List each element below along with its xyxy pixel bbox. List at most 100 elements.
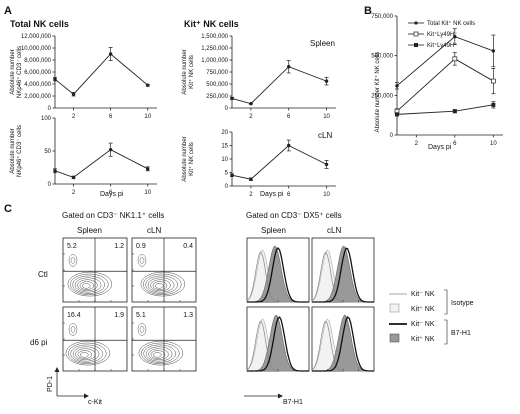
panelB-ytick-label: 500,000 <box>371 54 393 60</box>
kit_cln-ytick-label: 5 <box>225 171 229 177</box>
gate-dx5-title: Gated on CD3⁻ DX5⁺ cells <box>246 211 342 220</box>
kit_cln-ylabel: Absolute numberKit⁺ NK cells <box>182 136 195 181</box>
legend-marker-ly49hpos <box>414 43 418 47</box>
ckit-arrowhead <box>84 393 89 399</box>
total_spleen-data-point <box>71 92 76 96</box>
row-ctl-label: Ctl <box>38 270 48 279</box>
dotplot-ctl_spleen-contour <box>68 254 78 267</box>
total_cln-data-point <box>108 147 113 152</box>
kit_spleen-ytick-label: 1,500,000 <box>201 34 228 40</box>
panelB-xtick-label: 2 <box>415 141 419 147</box>
dotplot-ctl_spleen-contour <box>79 281 95 290</box>
total_cln-xtick-label: 2 <box>72 190 76 196</box>
dotplot-ctl_spleen-contour <box>70 257 76 264</box>
kit_cln-ytick-label: 15 <box>221 144 228 150</box>
dotplot-ctl_spleen-ul-percent: 5.2 <box>67 243 77 250</box>
kit_spleen-ytick-label: 750,000 <box>206 70 228 76</box>
histogram-d6_cln-b7h1-kitneg <box>312 316 374 372</box>
kit_cln-data-point <box>230 173 234 177</box>
dotplot-ctl_spleen-ur-percent: 1.2 <box>114 243 124 250</box>
dotplot-d6_cln-contour <box>150 350 166 359</box>
dotplot-ctl_cln-ul-percent: 0.9 <box>136 243 146 250</box>
kit_spleen-ytick-label: 0 <box>225 106 229 112</box>
total_cln-ylabel-line1: Absolute number <box>10 128 16 173</box>
dotplot-d6_cln-contour <box>153 352 162 358</box>
total_spleen-ylabel-line2: NKp46⁺ CD3⁻ cells <box>16 46 23 98</box>
kit_spleen-data-point <box>230 96 234 101</box>
total_spleen-series-line <box>54 53 149 95</box>
kit_spleen-series-line <box>231 66 327 105</box>
panel-c-legend: Kit⁻ NK Kit⁺ NK Isotype Kit⁻ NK Kit⁺ NK … <box>389 289 474 345</box>
panelB-data-point <box>491 78 496 84</box>
panelB-data-point <box>395 112 399 117</box>
legend-ly49hneg: Kit⁺Ly49H⁻ <box>427 31 457 38</box>
dotplot-d6_spleen-ur-percent: 1.9 <box>114 312 124 319</box>
total_spleen-ytick-label: 6,000,000 <box>24 70 51 76</box>
dotplot-d6_spleen-ul-percent: 16.4 <box>67 312 81 319</box>
ckit-axis-label: c-Kit <box>88 399 102 406</box>
total_spleen-ytick-label: 0 <box>48 106 52 112</box>
dotplot-ctl_cln-contour <box>152 281 168 290</box>
pd1-arrowhead <box>54 367 60 372</box>
kit_spleen-xtick-label: 10 <box>323 114 330 120</box>
isotype-bracket <box>444 289 448 315</box>
spleen-row-label: Spleen <box>310 39 335 48</box>
kit_cln-ytick-label: 0 <box>225 184 229 190</box>
histogram-ctl_spleen-b7h1-kitneg <box>247 246 309 303</box>
panelB-ytick-label: 750,000 <box>371 14 393 20</box>
total_spleen-data-point <box>146 83 150 87</box>
total_spleen-data-point <box>53 77 57 81</box>
dotplot-ctl_spleen-contour <box>72 275 105 294</box>
panelB-data-point <box>452 109 457 114</box>
dotplot-d6_spleen-contour <box>70 344 103 363</box>
legend-iso-kitneg: Kit⁻ NK <box>411 291 435 298</box>
panel-b-letter: B <box>364 5 372 17</box>
dotplot-d6_cln-contour <box>138 340 184 366</box>
panelB-ytick-label: 250,000 <box>371 93 393 99</box>
panel-a-letter: A <box>4 5 12 17</box>
kit_spleen-ylabel-line2: Kit⁺ NK cells <box>188 55 195 89</box>
dotplot-d6_spleen-contour <box>65 340 111 366</box>
kit_spleen-ylabel-line1: Absolute number <box>182 49 188 94</box>
dotplot-ctl_cln-contour <box>145 275 178 294</box>
kit_cln-data-point <box>249 177 253 181</box>
dotplot-d6_cln-ur-percent: 1.3 <box>183 312 193 319</box>
dotplot-d6_spleen-contour <box>75 348 96 361</box>
dotplot-ctl_cln-contour <box>143 273 182 296</box>
row-d6-label: d6 pi <box>30 338 48 347</box>
histogram-d6_spleen-b7h1-kitneg <box>247 316 309 372</box>
histogram-ctl_cln-b7h1-kitneg <box>312 247 374 303</box>
kit_spleen-xtick-label: 6 <box>287 114 291 120</box>
dotplot-ctl_spleen-contour <box>70 273 109 296</box>
b7h1-bracket <box>444 319 448 345</box>
panel-b-legend: Total Kit⁺ NK cells Kit⁺Ly49H⁻ Kit⁺Ly49H… <box>408 20 475 49</box>
dotplot-d6_cln-contour <box>145 346 173 362</box>
dot-col-cln: cLN <box>147 226 161 235</box>
dot-col-spleen: Spleen <box>77 226 102 235</box>
dotplot-d6_cln-contour <box>143 344 176 363</box>
total_cln-ytick-label: 100 <box>41 116 52 122</box>
total_spleen-ytick-label: 8,000,000 <box>24 58 51 64</box>
dotplot-ctl_spleen-contour <box>82 283 91 289</box>
total_spleen-ytick-label: 12,000,000 <box>21 34 52 40</box>
b7h1-arrowhead <box>278 393 283 399</box>
dotplot-d6_cln-contour <box>139 326 145 333</box>
kit-nk-title: Kit⁺ NK cells <box>184 19 239 29</box>
total_cln-data-point <box>53 169 57 173</box>
dotplot-d6_spleen-contour <box>77 350 93 359</box>
dotplot-ctl_cln-ur-percent: 0.4 <box>183 243 193 250</box>
dotplot-d6_spleen-contour <box>68 323 78 336</box>
kit_cln-data-point <box>287 143 291 148</box>
b7h1-axis-label: B7-H1 <box>283 399 303 406</box>
total_spleen-data-point <box>108 52 113 56</box>
total_cln-ytick-label: 50 <box>44 149 51 155</box>
pd1-axis-label: PD-1 <box>47 376 54 392</box>
histogram-d6_cln-isotype-kitneg <box>311 320 374 372</box>
total_spleen-ytick-label: 4,000,000 <box>24 82 51 88</box>
legend-b7-kitneg: Kit⁻ NK <box>411 321 435 328</box>
dotplot-d6_spleen-contour <box>68 342 107 365</box>
hist-col-spleen: Spleen <box>261 226 286 235</box>
total_spleen-xtick-label: 6 <box>109 114 113 120</box>
total_cln-data-point <box>146 167 150 171</box>
dotplot-d6_cln-contour <box>137 323 147 336</box>
